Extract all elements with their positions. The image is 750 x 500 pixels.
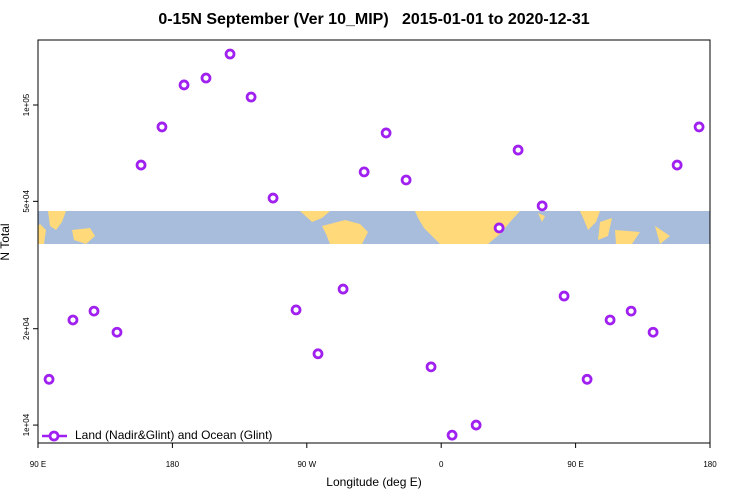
data-point [693,121,705,133]
data-point [647,326,659,338]
map-strip [38,211,710,244]
chart-title: 0-15N September (Ver 10_MIP) 2015-01-01 … [158,11,589,28]
x-tick-label: 180 [703,460,717,469]
x-axis-label: Longitude (deg E) [326,475,421,489]
data-point [337,283,349,295]
data-point [671,159,683,171]
data-point [446,429,458,441]
y-axis-label: N Total [0,223,12,260]
data-point [200,72,212,84]
data-point [493,222,505,234]
x-tick-label: 90 W [297,460,316,469]
data-point [558,290,570,302]
x-tick-label: 180 [166,460,180,469]
x-tick-label: 90 E [567,460,583,469]
x-tick-label: 90 E [30,460,46,469]
y-tick-label: 1e+04 [22,413,31,436]
data-point [380,127,392,139]
data-point [581,373,593,385]
data-point [178,79,190,91]
data-point [88,305,100,317]
plot-frame [37,39,711,444]
data-point [400,174,412,186]
data-point [312,348,324,360]
y-tick-label: 1e+05 [22,93,31,116]
y-tick-label: 5e+04 [22,190,31,213]
data-point [536,200,548,212]
data-point [425,361,437,373]
y-tick-label: 2e+04 [22,317,31,340]
data-point [111,326,123,338]
data-point [625,305,637,317]
data-point [512,144,524,156]
data-point [290,304,302,316]
data-point [604,314,616,326]
data-point [267,192,279,204]
data-point [470,419,482,431]
data-point [358,166,370,178]
data-point [43,373,55,385]
legend-marker [48,430,60,442]
data-point [67,314,79,326]
x-tick-label: 0 [439,460,444,469]
data-point [156,121,168,133]
legend-label: Land (Nadir&Glint) and Ocean (Glint) [75,428,272,442]
data-point [245,91,257,103]
data-point [224,48,236,60]
data-point [135,159,147,171]
